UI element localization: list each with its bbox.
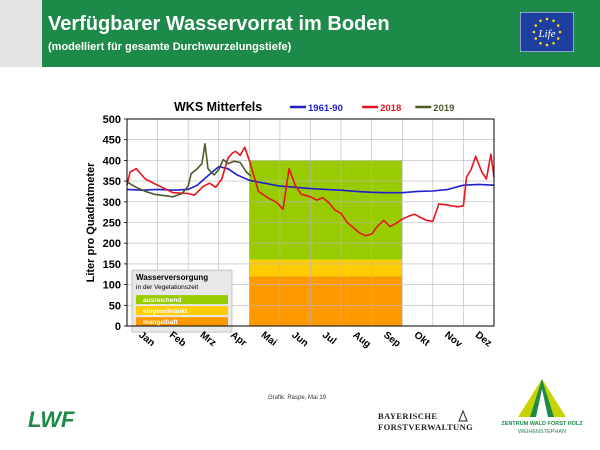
x-tick-label: Mai [259, 330, 279, 349]
y-tick-label: 350 [103, 176, 121, 188]
legend-label-2018: 2018 [380, 103, 401, 114]
zwfh-logo: ZENTRUM WALD FORST HOLZ WEIHENSTEPHAN [494, 375, 590, 445]
lwf-logo: LWF [28, 408, 75, 430]
x-tick-label: Nov [442, 330, 464, 351]
eu-star-icon [539, 19, 542, 23]
y-axis-label: Liter pro Quadratmeter [85, 162, 97, 283]
x-tick-label: Jul [320, 330, 338, 348]
bayerische-forstverwaltung-logo: BAYERISCHE FORSTVERWALTUNG [378, 411, 473, 433]
series-line-2019 [126, 143, 252, 198]
x-tick-label: Apr [228, 330, 248, 349]
y-tick-label: 400 [103, 155, 121, 167]
x-tick-label: Feb [167, 330, 188, 350]
y-tick-label: 200 [103, 238, 121, 250]
x-tick-label: Sep [381, 330, 402, 350]
header-side-strip [0, 0, 42, 67]
season-legend-swatch-0 [136, 295, 228, 305]
eu-life-logo-text: Life [537, 28, 555, 40]
season-legend-label-0: ausreichend [143, 297, 181, 304]
x-tick-label: Dez [473, 330, 494, 350]
eu-star-icon [558, 30, 562, 34]
page-title: Verfügbarer Wasservorrat im Boden [48, 13, 390, 35]
y-tick-label: 0 [115, 321, 121, 333]
y-tick-label: 100 [103, 280, 121, 292]
legend-label-2019: 2019 [433, 103, 454, 114]
season-legend-swatch-1 [136, 306, 228, 316]
season-legend-subtitle: in der Vegetationszeit [136, 284, 198, 291]
y-tick-label: 450 [103, 135, 121, 147]
season-band-0 [249, 160, 403, 260]
eu-star-icon [532, 30, 536, 34]
eu-star-icon [545, 17, 549, 21]
zwfh-line1: ZENTRUM WALD FORST HOLZ [501, 421, 583, 427]
bayern-logo-line2: FORSTVERWALTUNG [378, 422, 474, 432]
season-band-1 [249, 259, 403, 277]
y-tick-label: 250 [103, 218, 121, 230]
chart-title: WKS Mitterfels [174, 100, 262, 114]
x-tick-label: Mrz [198, 330, 218, 349]
y-tick-label: 150 [103, 259, 121, 271]
eu-star-icon [556, 37, 560, 40]
zwfh-line2: WEIHENSTEPHAN [518, 429, 566, 435]
eu-life-logo: Life [520, 12, 574, 52]
eu-star-icon [534, 24, 538, 27]
bayern-lion-icon [458, 409, 468, 422]
season-legend-swatch-2 [136, 317, 228, 327]
y-tick-label: 500 [103, 114, 121, 126]
eu-star-icon [534, 37, 538, 40]
page-subtitle: (modelliert für gesamte Durchwurzelungst… [48, 41, 292, 53]
legend-label-1961-90: 1961-90 [308, 103, 343, 114]
lwf-logo-text: LWF [28, 408, 75, 430]
series-line-2018 [126, 146, 495, 237]
eu-star-icon [552, 41, 555, 45]
x-tick-label: Jun [289, 330, 310, 350]
y-tick-label: 50 [109, 300, 121, 312]
y-tick-label: 300 [103, 197, 121, 209]
zwfh-mountain-icon [518, 379, 566, 417]
x-tick-label: Jan [136, 330, 156, 349]
season-legend-label-1: eingeschränkt [143, 308, 188, 315]
eu-star-icon [545, 43, 549, 47]
series-line-1961-90 [126, 165, 495, 194]
bayern-logo-line1: BAYERISCHE [378, 411, 438, 421]
season-legend-label-2: mangelhaft [143, 319, 179, 326]
eu-star-icon [556, 24, 560, 27]
eu-star-icon [539, 41, 542, 45]
x-tick-label: Okt [412, 330, 432, 349]
chart-credit: Grafik: Raspe, Mai 19 [268, 395, 327, 401]
x-tick-label: Aug [351, 330, 373, 351]
season-legend-title: Wasserversorgung [136, 273, 208, 282]
header-bar: Verfügbarer Wasservorrat im Boden (model… [0, 0, 600, 67]
eu-star-icon [552, 19, 555, 23]
season-band-2 [249, 276, 403, 326]
